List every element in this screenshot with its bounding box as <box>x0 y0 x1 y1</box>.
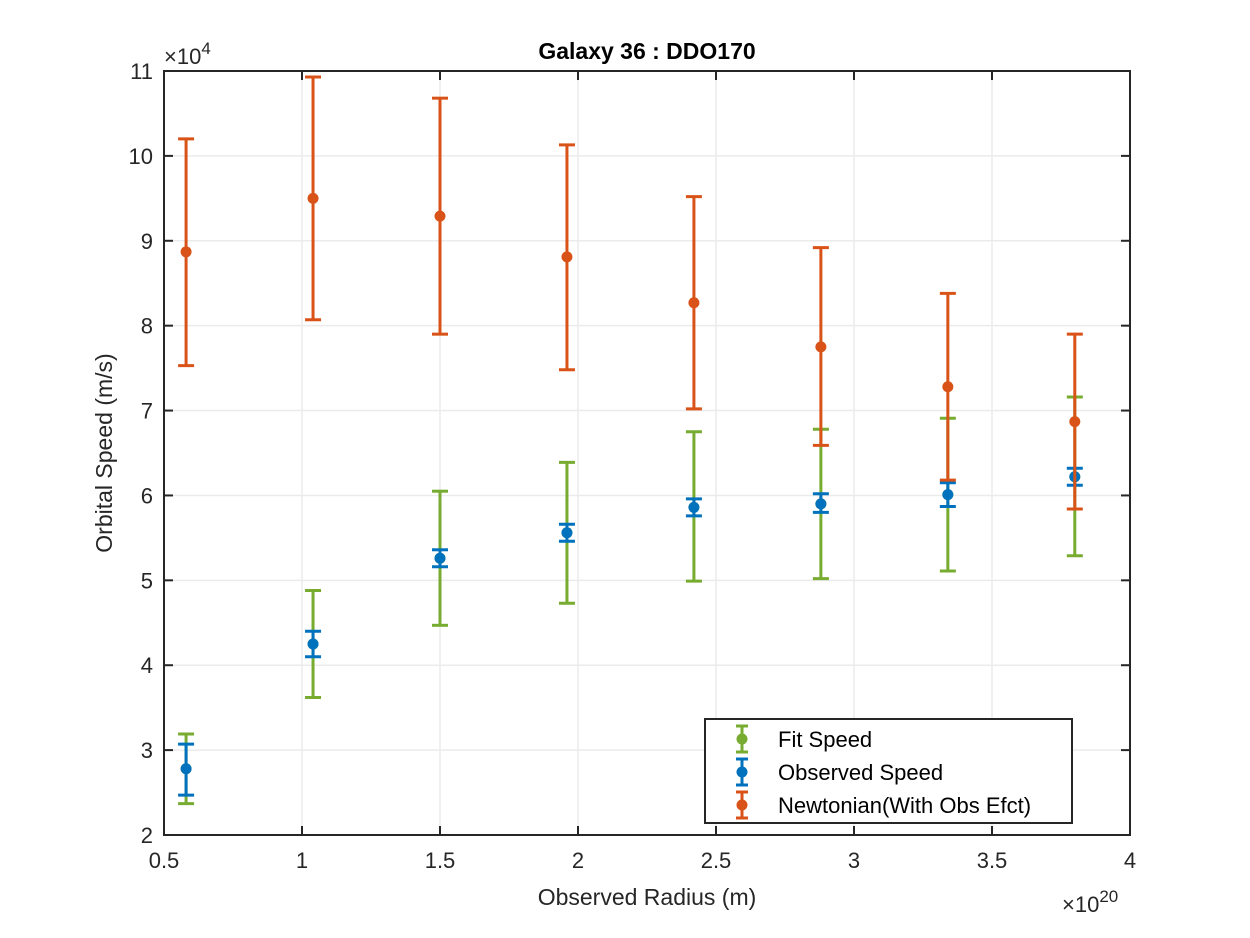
data-point <box>1069 416 1081 428</box>
legend: Fit Speed Observed Speed Newtonian(With Ob… <box>704 718 1073 824</box>
legend-entry: Newtonian(With Obs Efct) <box>736 790 1031 820</box>
legend-entries: Fit Speed Observed Speed Newtonian(With Ob… <box>736 724 1031 820</box>
legend-marker <box>736 733 748 745</box>
x-axis-label: Observed Radius (m) <box>538 884 757 910</box>
series-observed-speed <box>178 466 1083 797</box>
series-layer <box>178 75 1083 806</box>
x-tick-label: 3.5 <box>977 848 1008 873</box>
y-tick-label: 11 <box>130 59 153 84</box>
data-point <box>180 246 192 258</box>
data-point <box>688 297 700 309</box>
series-newtonian-with-obs-efct <box>178 75 1083 511</box>
legend-label: Newtonian(With Obs Efct) <box>778 793 1031 818</box>
x-tick-label: 1.5 <box>425 848 456 873</box>
plot-area <box>163 70 1131 836</box>
y-tick-labels: 2 3 4 5 6 7 8 9 10 11 <box>129 59 153 848</box>
data-point <box>434 210 446 222</box>
y-tick-label: 8 <box>141 314 153 339</box>
y-tick-label: 5 <box>141 568 153 593</box>
x-tick-label: 3 <box>848 848 860 873</box>
x-tick-label: 4 <box>1124 848 1136 873</box>
y-tick-label: 3 <box>141 738 153 763</box>
data-point <box>561 527 573 539</box>
y-axis-multiplier: ×104 <box>164 39 211 69</box>
y-tick-label: 2 <box>141 823 153 848</box>
data-point <box>561 251 573 263</box>
legend-label: Fit Speed <box>778 727 872 752</box>
data-point <box>942 381 954 393</box>
data-point <box>307 638 319 650</box>
y-tick-label: 6 <box>141 483 153 508</box>
data-point <box>434 552 446 564</box>
x-tick-labels: 0.5 1 1.5 2 2.5 3 3.5 4 <box>149 848 1136 873</box>
legend-box <box>704 718 1073 824</box>
data-point <box>942 489 954 501</box>
legend-label: Observed Speed <box>778 760 943 785</box>
y-tick-label: 10 <box>129 144 153 169</box>
chart-title: Galaxy 36 : DDO170 <box>538 38 755 64</box>
x-tick-label: 1 <box>296 848 308 873</box>
y-tick-label: 7 <box>141 399 153 424</box>
y-tick-label: 9 <box>141 229 153 254</box>
y-axis-label: Orbital Speed (m/s) <box>91 353 117 552</box>
data-point <box>815 498 827 510</box>
x-axis-multiplier: ×1020 <box>1062 887 1118 917</box>
x-tick-label: 2 <box>572 848 584 873</box>
axis-ticks <box>163 70 1131 836</box>
legend-marker <box>736 766 748 778</box>
y-tick-label: 4 <box>141 653 153 678</box>
x-tick-label: 2.5 <box>701 848 732 873</box>
legend-marker <box>736 799 748 811</box>
legend-entry: Observed Speed <box>736 757 943 787</box>
data-point <box>180 763 192 775</box>
data-point <box>688 501 700 513</box>
data-point <box>815 341 827 353</box>
x-tick-label: 0.5 <box>149 848 180 873</box>
legend-entry: Fit Speed <box>736 724 872 754</box>
data-point <box>307 192 319 204</box>
